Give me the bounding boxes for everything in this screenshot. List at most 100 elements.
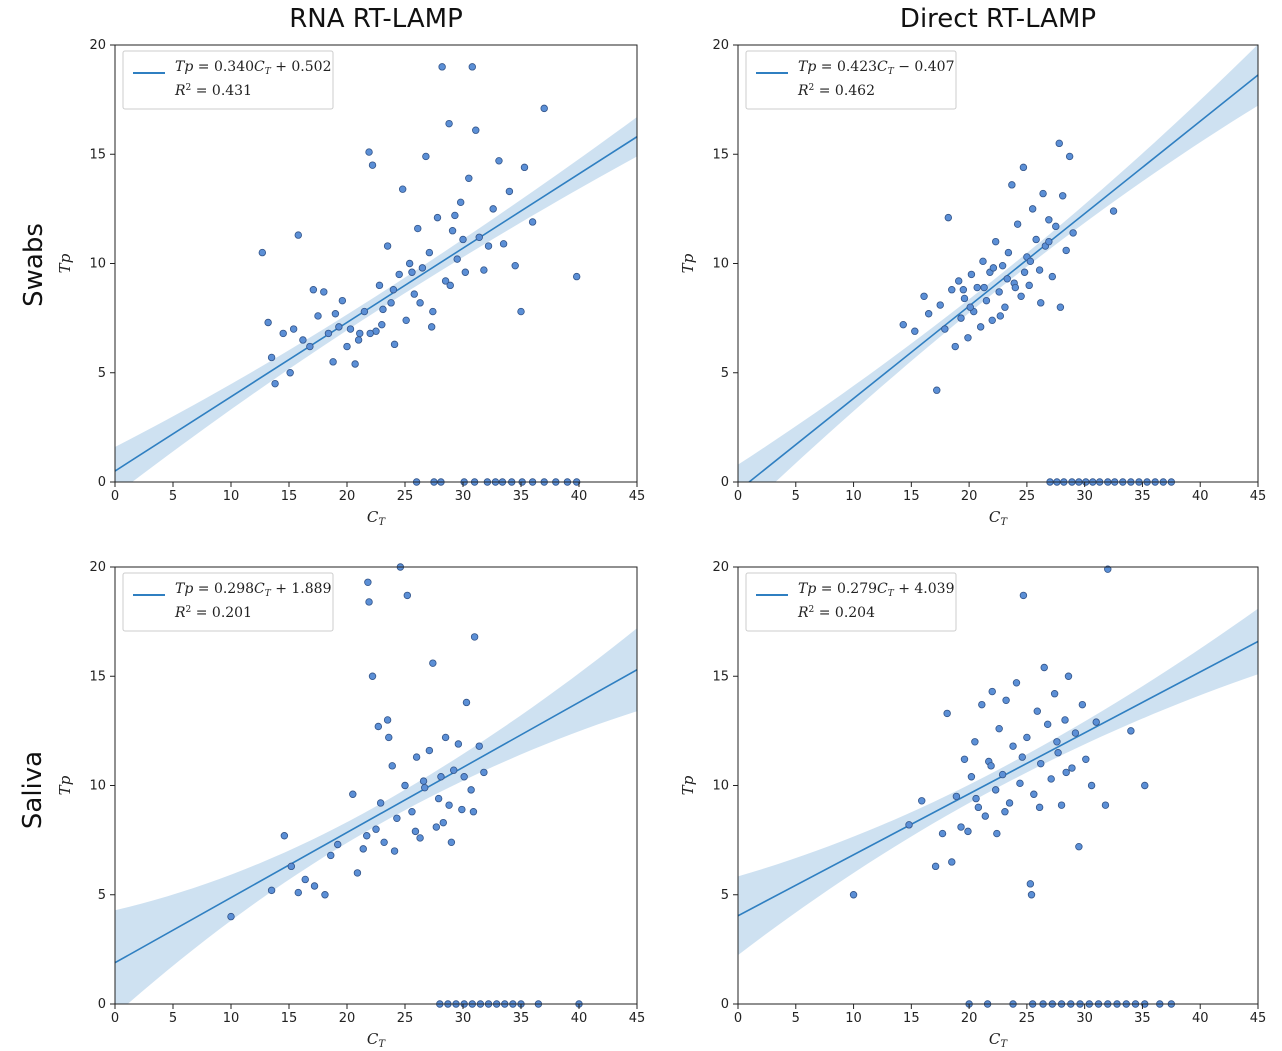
data-point xyxy=(456,198,465,207)
x-tick-label: 25 xyxy=(397,1011,414,1026)
data-point xyxy=(1050,690,1059,698)
regression-line xyxy=(738,640,1258,917)
x-tick-label: 15 xyxy=(281,1011,298,1026)
data-point xyxy=(422,152,430,161)
data-point xyxy=(1039,189,1047,198)
panel-saliva-rna: 0 5 10 15 20 25 30 35 40 45 0 5 10 15 20 CT Tp Tp = 0.298… xyxy=(56,560,645,1050)
data-point xyxy=(353,869,362,877)
data-point xyxy=(461,268,470,276)
data-point xyxy=(1001,303,1009,311)
data-point xyxy=(368,672,377,680)
data-point xyxy=(446,281,454,290)
data-point xyxy=(489,205,497,213)
legend-box xyxy=(745,50,957,110)
regression-line xyxy=(115,136,637,472)
data-point xyxy=(335,323,343,331)
data-point xyxy=(376,799,385,807)
data-point xyxy=(286,369,294,377)
data-point xyxy=(343,342,351,351)
data-point xyxy=(258,248,267,257)
data-point xyxy=(453,255,461,263)
data-point xyxy=(314,312,322,320)
data-point xyxy=(987,762,995,770)
data-point xyxy=(1075,842,1083,851)
x-tick-label: 5 xyxy=(169,489,177,504)
x-tick-label: 30 xyxy=(1076,1011,1093,1026)
data-point xyxy=(462,698,471,707)
data-point xyxy=(943,709,951,718)
data-point xyxy=(454,740,463,748)
data-point xyxy=(931,862,940,871)
data-point xyxy=(1045,237,1053,246)
y-tick-label: 0 xyxy=(721,475,729,490)
data-point xyxy=(299,336,307,344)
legend-r2: R2 = 0.201 xyxy=(174,605,252,621)
data-point xyxy=(920,292,928,300)
data-point xyxy=(1062,768,1070,777)
data-point xyxy=(1019,591,1028,600)
data-point xyxy=(998,261,1007,270)
data-point xyxy=(438,63,446,71)
data-point xyxy=(390,847,399,855)
data-point xyxy=(267,353,276,362)
y-tick-label: 0 xyxy=(98,475,106,490)
data-point xyxy=(451,211,459,220)
data-point xyxy=(1016,779,1024,788)
data-point xyxy=(459,235,467,244)
x-tick-label: 20 xyxy=(961,489,978,504)
data-point xyxy=(470,633,479,641)
data-point xyxy=(964,334,972,342)
data-point xyxy=(310,882,319,890)
data-point xyxy=(974,803,983,812)
data-point xyxy=(960,294,969,303)
data-point xyxy=(941,325,949,333)
data-point xyxy=(1030,790,1038,798)
y-tick-label: 5 xyxy=(721,888,729,903)
data-point xyxy=(439,818,447,827)
data-point xyxy=(460,773,468,781)
data-point xyxy=(395,270,403,279)
data-point xyxy=(1065,152,1074,161)
x-tick-label: 25 xyxy=(397,489,414,504)
data-point xyxy=(338,296,347,305)
confidence-band xyxy=(738,608,1258,956)
data-point xyxy=(982,296,991,305)
data-point xyxy=(944,213,953,222)
data-point xyxy=(408,808,416,816)
data-point xyxy=(472,126,480,134)
data-point xyxy=(1003,275,1011,283)
data-point xyxy=(1035,803,1044,812)
data-point xyxy=(405,259,414,268)
legend-box xyxy=(745,572,957,632)
data-point xyxy=(1071,729,1080,737)
x-tick-label: 45 xyxy=(629,489,646,504)
data-point xyxy=(1008,181,1016,189)
data-point xyxy=(279,329,287,338)
data-point xyxy=(378,320,386,329)
x-tick-label: 20 xyxy=(961,1011,978,1026)
data-point xyxy=(441,277,450,285)
data-point xyxy=(368,161,377,169)
data-point xyxy=(966,303,974,311)
data-point xyxy=(1027,891,1036,899)
data-point xyxy=(1061,716,1069,724)
confidence-band xyxy=(738,45,1258,482)
data-point xyxy=(387,299,395,307)
data-point xyxy=(445,801,453,809)
y-tick-label: 20 xyxy=(89,38,106,53)
data-point xyxy=(973,283,981,292)
data-point xyxy=(1023,733,1031,742)
data-point xyxy=(346,325,355,333)
y-tick-label: 0 xyxy=(98,997,106,1012)
data-point xyxy=(1033,707,1041,715)
data-point xyxy=(429,307,437,316)
data-point xyxy=(390,340,399,349)
panel-swabs-direct: 0 5 10 15 20 25 30 35 40 45 0 5 10 15 20 CT Tp Tp = 0.423… xyxy=(679,38,1266,528)
data-point xyxy=(1109,207,1118,215)
data-point xyxy=(398,185,407,193)
data-point xyxy=(957,823,965,831)
data-point xyxy=(960,755,969,763)
data-point xyxy=(414,224,422,233)
data-point xyxy=(227,912,235,921)
data-point xyxy=(905,821,913,829)
